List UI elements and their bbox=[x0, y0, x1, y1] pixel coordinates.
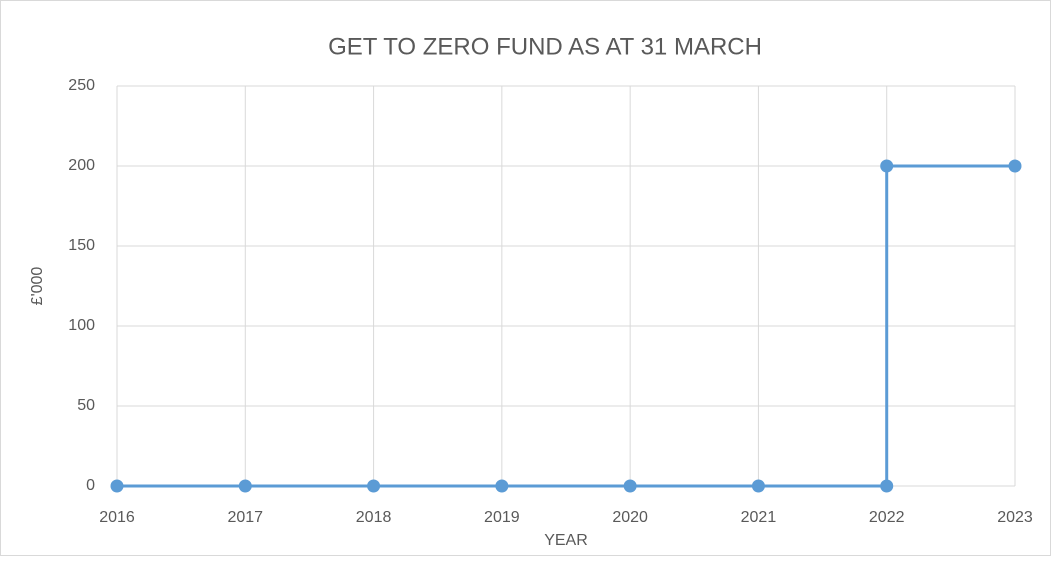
x-tick-label: 2021 bbox=[741, 509, 777, 526]
x-tick-label: 2016 bbox=[99, 509, 135, 526]
data-point bbox=[367, 479, 381, 493]
x-tick-label: 2017 bbox=[227, 509, 263, 526]
y-tick-label: 200 bbox=[68, 157, 95, 174]
x-tick-label: 2023 bbox=[997, 509, 1033, 526]
chart-title: GET TO ZERO FUND AS AT 31 MARCH bbox=[328, 33, 762, 60]
y-tick-label: 50 bbox=[77, 397, 95, 414]
x-tick-label: 2018 bbox=[356, 509, 392, 526]
data-point bbox=[751, 479, 765, 493]
y-tick-label: 0 bbox=[86, 477, 95, 494]
data-point bbox=[238, 479, 252, 493]
data-point bbox=[110, 479, 124, 493]
y-axis-label: £'000 bbox=[29, 267, 46, 306]
x-tick-label: 2019 bbox=[484, 509, 520, 526]
x-tick-label: 2020 bbox=[612, 509, 648, 526]
data-point bbox=[623, 479, 637, 493]
data-point bbox=[1008, 159, 1022, 173]
y-tick-label: 150 bbox=[68, 237, 95, 254]
x-tick-label: 2022 bbox=[869, 509, 905, 526]
data-point bbox=[495, 479, 509, 493]
data-point bbox=[880, 159, 894, 173]
data-point bbox=[880, 479, 894, 493]
y-tick-label: 100 bbox=[68, 317, 95, 334]
y-tick-label: 250 bbox=[68, 77, 95, 94]
x-axis-label: YEAR bbox=[544, 532, 588, 549]
